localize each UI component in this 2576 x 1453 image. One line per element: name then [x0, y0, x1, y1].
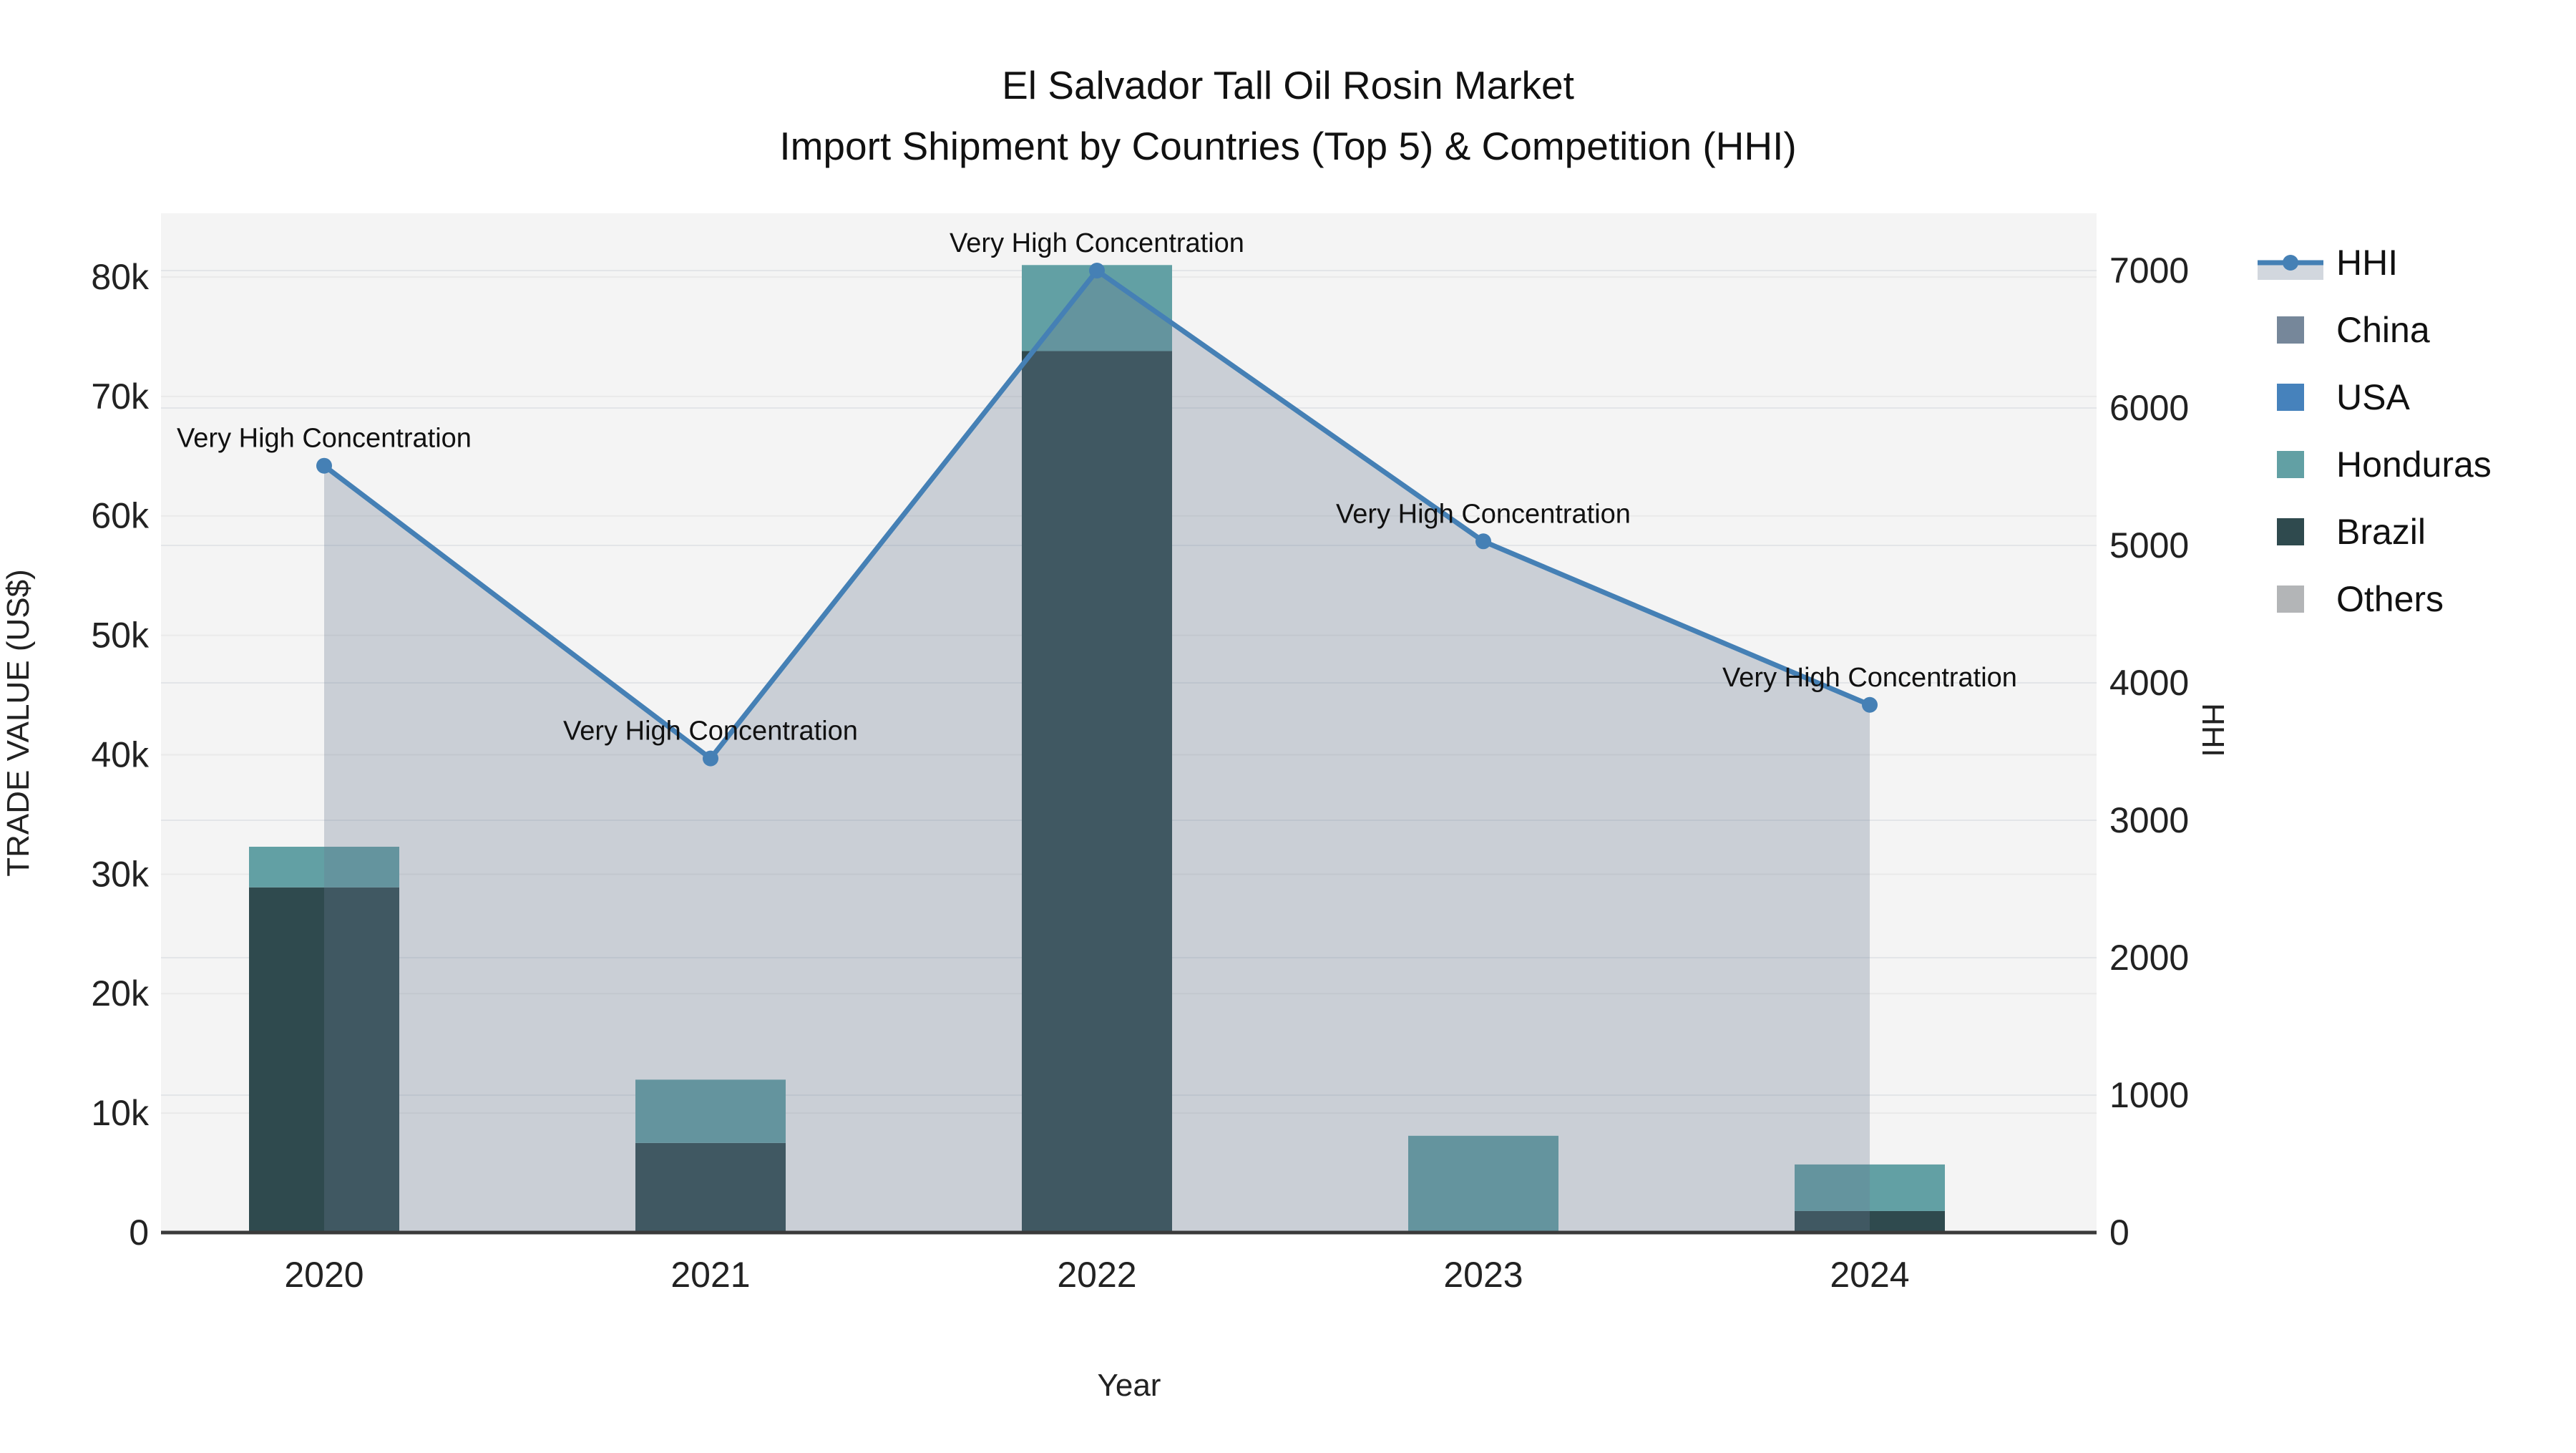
brazil-swatch: [2277, 518, 2304, 545]
y-right-tick-5000: 5000: [2109, 525, 2189, 565]
y-left-tick-20k: 20k: [91, 973, 150, 1014]
annotation-2022: Very High Concentration: [950, 228, 1244, 258]
hhi-area: [324, 271, 1870, 1233]
hhi-point-2023[interactable]: [1475, 533, 1491, 550]
bar-brazil-2022[interactable]: [1022, 351, 1172, 1233]
y-left-tick-30k: 30k: [91, 854, 150, 894]
x-axis-title: Year: [1098, 1368, 1161, 1403]
y-left-tick-50k: 50k: [91, 616, 150, 656]
hhi-point-2022[interactable]: [1089, 263, 1105, 279]
legend-label-hhi: HHI: [2336, 243, 2398, 283]
y-left-tick-60k: 60k: [91, 496, 150, 536]
others-swatch: [2277, 585, 2304, 613]
legend-label-usa: USA: [2336, 377, 2410, 417]
y-right-tick-6000: 6000: [2109, 388, 2189, 428]
legend-item-honduras[interactable]: Honduras: [2277, 444, 2492, 485]
y-right-tick-1000: 1000: [2109, 1075, 2189, 1115]
hhi-point-2021[interactable]: [703, 750, 718, 767]
legend-label-china: China: [2336, 310, 2430, 350]
y-left-axis-title: TRADE VALUE (US$): [1, 569, 36, 877]
legend-label-brazil: Brazil: [2336, 512, 2426, 552]
bar-brazil-2020[interactable]: [249, 887, 399, 1233]
bar-honduras-2021[interactable]: [635, 1079, 786, 1143]
y-left-tick-40k: 40k: [91, 734, 150, 774]
bar-honduras-2023[interactable]: [1408, 1135, 1558, 1233]
bar-brazil-2021[interactable]: [635, 1142, 786, 1233]
bar-honduras-2024[interactable]: [1795, 1164, 1945, 1211]
bar-series-group: [249, 265, 1945, 1233]
hhi-marker-swatch: [2283, 255, 2298, 271]
hhi-line-group: [316, 263, 1878, 767]
china-swatch: [2277, 316, 2304, 344]
bar-brazil-2024[interactable]: [1795, 1210, 1945, 1233]
annotation-2024: Very High Concentration: [1722, 663, 2017, 693]
y-left-tick-70k: 70k: [91, 376, 150, 417]
axis-tick-labels: 0 10k 20k 30k 40k 50k 60k 70k 80k 0 1000 2000 3000 40…: [91, 251, 2189, 1295]
legend-item-others[interactable]: Others: [2277, 579, 2444, 619]
chart-title: El Salvador Tall Oil Rosin Market: [1002, 63, 1574, 107]
legend-item-usa[interactable]: USA: [2277, 377, 2410, 417]
x-tick-2024: 2024: [1830, 1255, 1909, 1295]
point-annotations: Very High Concentration Very High Concent…: [177, 228, 2017, 747]
usa-swatch: [2277, 384, 2304, 411]
y-right-tick-3000: 3000: [2109, 800, 2189, 840]
legend-item-brazil[interactable]: Brazil: [2277, 512, 2426, 552]
legend: HHI China USA Honduras Brazil Others: [2258, 243, 2492, 619]
x-tick-2020: 2020: [284, 1255, 364, 1295]
x-tick-2021: 2021: [670, 1255, 750, 1295]
hhi-point-2020[interactable]: [316, 457, 332, 474]
hhi-area-fill: [324, 271, 1870, 1233]
y-right-tick-0: 0: [2109, 1213, 2129, 1253]
y-left-tick-80k: 80k: [91, 257, 150, 297]
hhi-point-2024[interactable]: [1862, 696, 1878, 713]
y-right-tick-2000: 2000: [2109, 938, 2189, 978]
annotation-2021: Very High Concentration: [563, 716, 858, 747]
bar-honduras-2020[interactable]: [249, 846, 399, 888]
y-right-axis-title: HHI: [2195, 703, 2230, 757]
annotation-2023: Very High Concentration: [1336, 499, 1631, 529]
x-tick-2023: 2023: [1443, 1255, 1523, 1295]
y-right-tick-4000: 4000: [2109, 663, 2189, 703]
x-tick-2022: 2022: [1057, 1255, 1136, 1295]
legend-label-honduras: Honduras: [2336, 444, 2492, 485]
honduras-swatch: [2277, 451, 2304, 478]
legend-item-china[interactable]: China: [2277, 310, 2430, 350]
legend-label-others: Others: [2336, 579, 2444, 619]
y-left-tick-0: 0: [129, 1213, 149, 1253]
annotation-2020: Very High Concentration: [177, 424, 472, 454]
y-left-tick-10k: 10k: [91, 1093, 150, 1133]
y-right-tick-7000: 7000: [2109, 251, 2189, 291]
chart-subtitle: Import Shipment by Countries (Top 5) & C…: [779, 124, 1796, 168]
legend-item-hhi[interactable]: HHI: [2258, 243, 2398, 283]
